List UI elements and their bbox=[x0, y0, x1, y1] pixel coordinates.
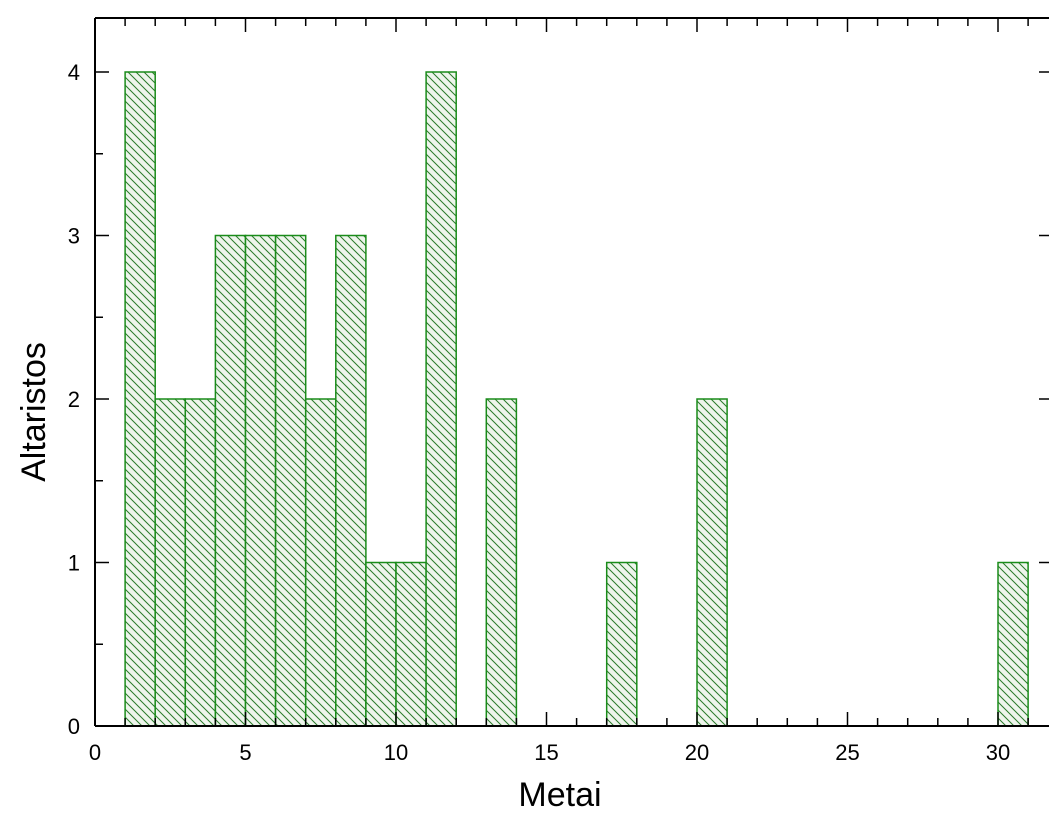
histogram-bar bbox=[304, 398, 337, 727]
x-tick-label: 5 bbox=[239, 740, 251, 765]
y-tick-label: 0 bbox=[68, 714, 80, 739]
histogram-bar bbox=[214, 234, 247, 727]
histogram-bar bbox=[244, 234, 277, 727]
histogram-bar bbox=[605, 561, 638, 727]
x-tick-label: 15 bbox=[534, 740, 558, 765]
histogram-bar bbox=[425, 71, 457, 727]
x-tick-label: 10 bbox=[384, 740, 408, 765]
histogram-bar bbox=[274, 234, 307, 727]
y-tick-label: 1 bbox=[68, 551, 80, 576]
ticks-group bbox=[94, 18, 1049, 727]
x-tick-label: 0 bbox=[89, 740, 101, 765]
histogram-bar bbox=[184, 398, 217, 727]
x-axis-title: Metai bbox=[518, 776, 601, 814]
y-tick-label: 3 bbox=[68, 224, 80, 249]
x-tick-label: 30 bbox=[986, 740, 1010, 765]
axes-group bbox=[94, 17, 1049, 727]
histogram-bar bbox=[696, 398, 728, 727]
bars-group bbox=[124, 71, 1029, 727]
histogram-bar bbox=[485, 398, 518, 727]
histogram-bar bbox=[124, 71, 156, 727]
histogram-bar bbox=[365, 561, 397, 727]
histogram-bar bbox=[154, 398, 187, 727]
y-tick-label: 2 bbox=[68, 387, 80, 412]
histogram-bar bbox=[395, 561, 427, 727]
y-tick-label: 4 bbox=[68, 60, 80, 85]
histogram-bar bbox=[335, 234, 367, 727]
tick-labels-group: 0 5 10 15 20 25 30 0 1 2 3 4 bbox=[68, 60, 1010, 765]
x-tick-label: 20 bbox=[685, 740, 709, 765]
x-tick-label: 25 bbox=[835, 740, 859, 765]
y-axis-title: Altaristos bbox=[15, 342, 53, 482]
histogram-bar bbox=[997, 561, 1029, 727]
